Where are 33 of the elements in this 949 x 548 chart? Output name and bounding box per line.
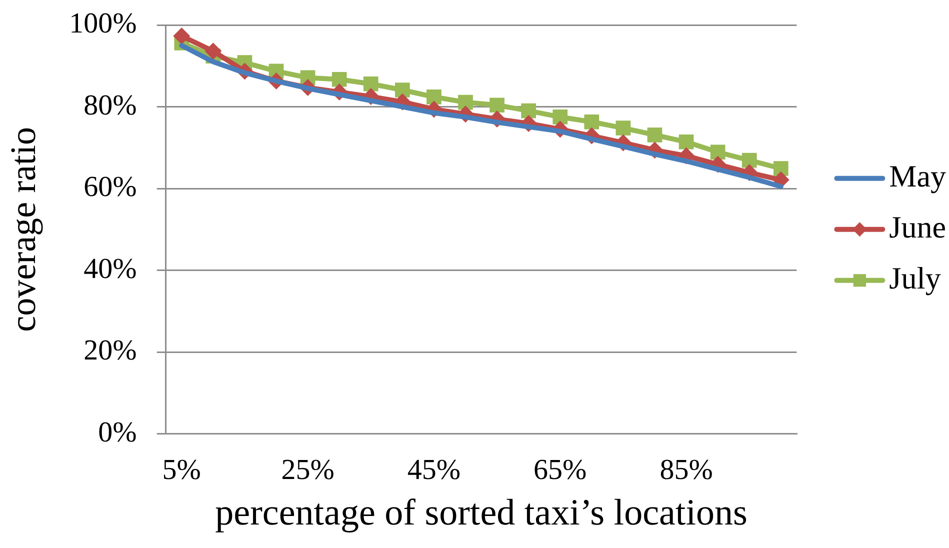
x-tick-label: 5% <box>162 454 201 486</box>
point <box>394 82 410 98</box>
point <box>173 28 190 45</box>
y-tick-label: 80% <box>84 89 137 122</box>
point <box>426 90 442 104</box>
point <box>584 114 600 130</box>
point <box>332 72 347 87</box>
x-tick-label: 85% <box>660 454 713 486</box>
y-tick-label: 0% <box>98 416 137 448</box>
x-axis-title: percentage of sorted taxi’s locations <box>215 492 748 534</box>
point <box>552 110 568 124</box>
point <box>490 98 504 113</box>
x-tick-label: 25% <box>281 454 334 486</box>
legend-label: May <box>889 158 946 194</box>
point <box>710 144 726 160</box>
y-tick-label: 60% <box>84 171 137 204</box>
point <box>742 152 757 168</box>
legend-label: July <box>889 260 942 296</box>
point <box>647 128 662 142</box>
point <box>458 94 473 110</box>
legend-label: June <box>889 210 946 245</box>
x-tick-label: 45% <box>407 454 461 486</box>
point <box>363 76 378 92</box>
point <box>773 161 788 176</box>
y-axis-title: coverage ratio <box>3 126 44 332</box>
y-tick-label: 40% <box>84 252 137 285</box>
point <box>204 42 222 60</box>
point <box>616 120 631 136</box>
point <box>521 103 536 118</box>
point <box>678 134 694 150</box>
y-tick-label: 20% <box>84 334 137 367</box>
y-tick-label: 100% <box>69 8 137 40</box>
x-tick-label: 65% <box>534 454 587 486</box>
